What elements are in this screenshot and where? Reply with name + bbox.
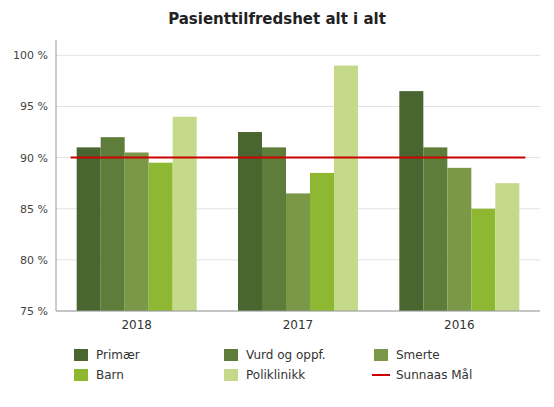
title: Pasienttilfredshet alt i alt [168,10,386,28]
legend-swatch [74,369,88,381]
bar [101,137,125,311]
bar [495,183,519,311]
bar [310,173,334,311]
grid-line [56,157,540,158]
legend: Primær Vurd og oppf. Smerte Barn Poliklinikk… [74,348,472,382]
bar [447,168,471,311]
legend-label: Smerte [396,348,440,362]
bar [77,147,101,311]
bar [286,193,310,311]
legend-label: Primær [96,348,140,362]
target-line [71,157,526,159]
y-axis-line [56,40,57,311]
legend-swatch [374,349,388,361]
bar [399,91,423,311]
x-axis-line [56,311,540,312]
legend-swatch [224,349,238,361]
legend-label: Sunnaas Mål [396,368,472,382]
legend-label: Vurd og oppf. [246,348,326,362]
y-tick-label: 75 % [20,305,48,318]
bar [423,147,447,311]
legend-swatch [372,374,390,376]
y-tick-label: 90 % [20,152,48,165]
x-tick-label: 2017 [283,318,314,332]
legend-label: Poliklinikk [246,368,305,382]
y-axis: 75 % 80 % 85 % 90 % 95 % 100 % [13,40,56,318]
y-tick-label: 80 % [20,254,48,267]
grid-line [56,106,540,107]
chart: Pasienttilfredshet alt i alt 75 % 80 % 85 %… [0,0,554,407]
y-tick-label: 100 % [13,49,48,62]
bar [238,132,262,311]
grid [56,55,540,311]
grid-line [56,311,540,312]
bar [334,66,358,311]
x-tick-label: 2016 [444,318,475,332]
bar [173,117,197,311]
bar [125,152,149,311]
grid-line [56,55,540,56]
bar [471,209,495,311]
x-axis: 2018 2017 2016 [56,311,540,332]
legend-label: Barn [96,368,124,382]
bar [262,147,286,311]
plot-marks [71,66,526,311]
legend-swatch [74,349,88,361]
bar [149,163,173,311]
y-tick-label: 85 % [20,203,48,216]
legend-swatch [224,369,238,381]
x-tick-label: 2018 [121,318,152,332]
y-tick-label: 95 % [20,100,48,113]
